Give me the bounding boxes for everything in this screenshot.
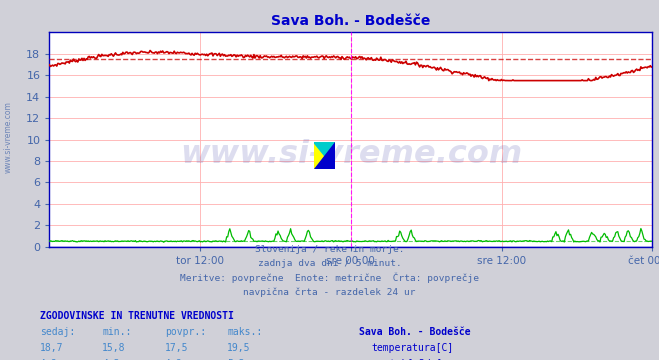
Text: www.si-vreme.com: www.si-vreme.com <box>180 139 522 170</box>
Polygon shape <box>314 142 335 169</box>
Text: www.si-vreme.com: www.si-vreme.com <box>4 101 13 173</box>
Text: pretok[m3/s]: pretok[m3/s] <box>372 359 442 360</box>
Text: maks.:: maks.: <box>227 327 262 337</box>
Text: zadnja dva dni / 5 minut.: zadnja dva dni / 5 minut. <box>258 260 401 269</box>
Text: temperatura[C]: temperatura[C] <box>372 343 454 353</box>
Text: Slovenija / reke in morje.: Slovenija / reke in morje. <box>255 245 404 254</box>
Text: Meritve: povprečne  Enote: metrične  Črta: povprečje: Meritve: povprečne Enote: metrične Črta:… <box>180 272 479 283</box>
Text: 4,8: 4,8 <box>40 359 57 360</box>
Title: Sava Boh. - Bodešče: Sava Boh. - Bodešče <box>272 14 430 28</box>
Polygon shape <box>314 142 335 169</box>
Text: min.:: min.: <box>102 327 132 337</box>
Text: 18,7: 18,7 <box>40 343 63 353</box>
Text: ZGODOVINSKE IN TRENUTNE VREDNOSTI: ZGODOVINSKE IN TRENUTNE VREDNOSTI <box>40 311 233 321</box>
Text: 5,3: 5,3 <box>227 359 245 360</box>
Text: povpr.:: povpr.: <box>165 327 206 337</box>
Text: sedaj:: sedaj: <box>40 327 74 337</box>
Polygon shape <box>314 142 335 169</box>
Text: 4,3: 4,3 <box>102 359 120 360</box>
Text: 15,8: 15,8 <box>102 343 126 353</box>
Text: 17,5: 17,5 <box>165 343 188 353</box>
Text: navpična črta - razdelek 24 ur: navpična črta - razdelek 24 ur <box>243 288 416 297</box>
Text: 4,8: 4,8 <box>165 359 183 360</box>
Text: Sava Boh. - Bodešče: Sava Boh. - Bodešče <box>359 327 471 337</box>
Text: 19,5: 19,5 <box>227 343 251 353</box>
